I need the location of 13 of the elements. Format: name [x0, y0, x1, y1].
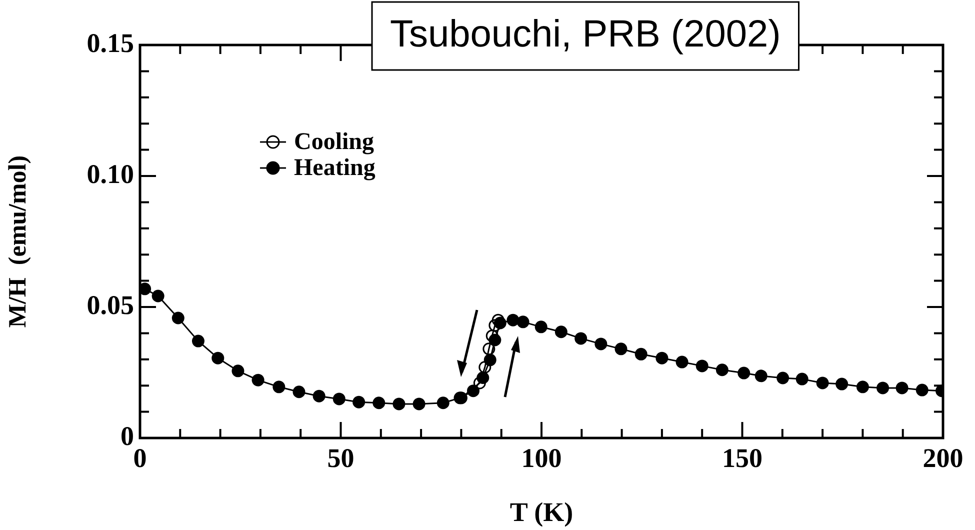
y-tick-label: 0.05 [86, 290, 134, 320]
y-tick-label: 0.10 [86, 158, 134, 189]
x-tick-label: 100 [521, 443, 562, 474]
legend-label: Heating [294, 155, 376, 182]
x-tick-label: 200 [922, 443, 964, 474]
legend-label: Cooling [294, 129, 374, 156]
x-tick-label: 150 [722, 443, 762, 474]
x-tick-label: 50 [327, 443, 354, 474]
y-tick-label: 0 [120, 420, 134, 451]
annotation: Tsubouchi, PRB (2002) [390, 13, 781, 56]
x-axis-title: T (K) [510, 496, 574, 527]
y-tick-label: 0.15 [86, 28, 134, 58]
y-axis-title: M/H (emu/mol) [4, 155, 32, 328]
